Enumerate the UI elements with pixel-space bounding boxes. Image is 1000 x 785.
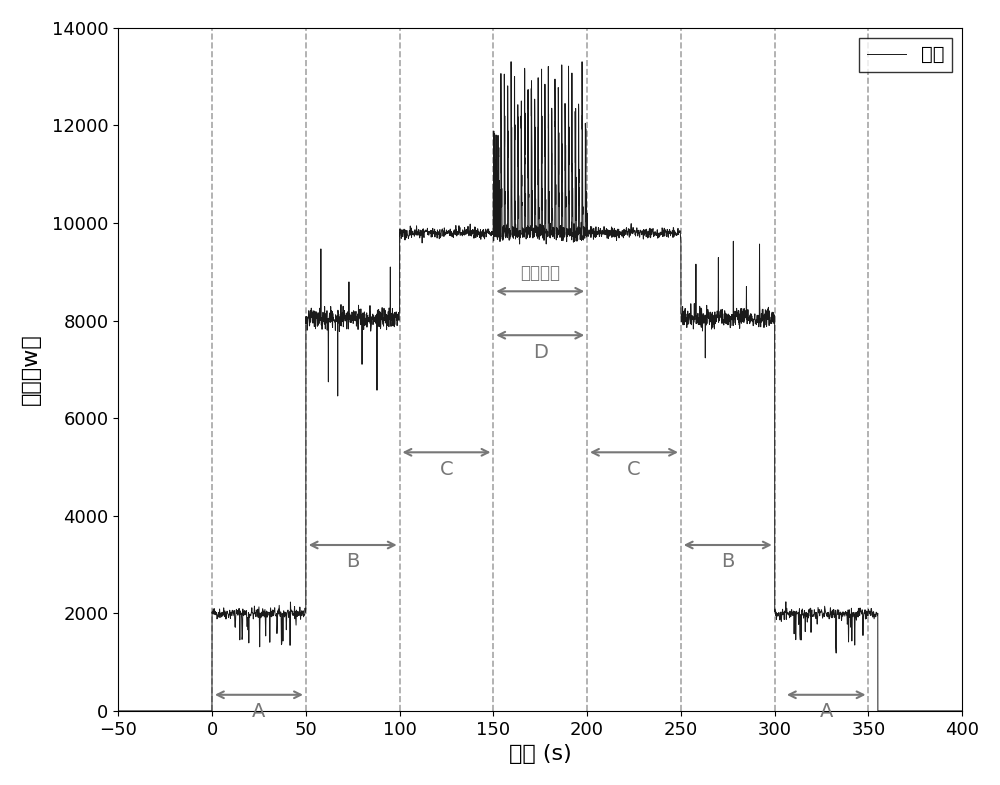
Text: 强化过程: 强化过程 — [520, 264, 560, 282]
功率 — [956, 706, 968, 716]
Line: 功率: 功率 — [118, 62, 962, 711]
功率 — [505, 57, 517, 67]
Text: D: D — [533, 342, 548, 362]
Text: B: B — [721, 553, 734, 571]
功率 — [633, 225, 645, 235]
Text: A: A — [820, 702, 833, 721]
功率 — [589, 232, 601, 242]
Text: B: B — [346, 553, 359, 571]
Text: C: C — [627, 460, 641, 479]
Text: A: A — [252, 702, 266, 721]
功率 — [112, 706, 124, 716]
X-axis label: 时间 (s): 时间 (s) — [509, 744, 572, 764]
Legend: 功率: 功率 — [859, 38, 952, 72]
功率 — [370, 311, 382, 320]
功率 — [288, 608, 300, 618]
功率 — [743, 317, 755, 327]
Y-axis label: 功率（w）: 功率（w） — [21, 334, 41, 405]
功率 — [744, 317, 756, 327]
Text: C: C — [440, 460, 453, 479]
